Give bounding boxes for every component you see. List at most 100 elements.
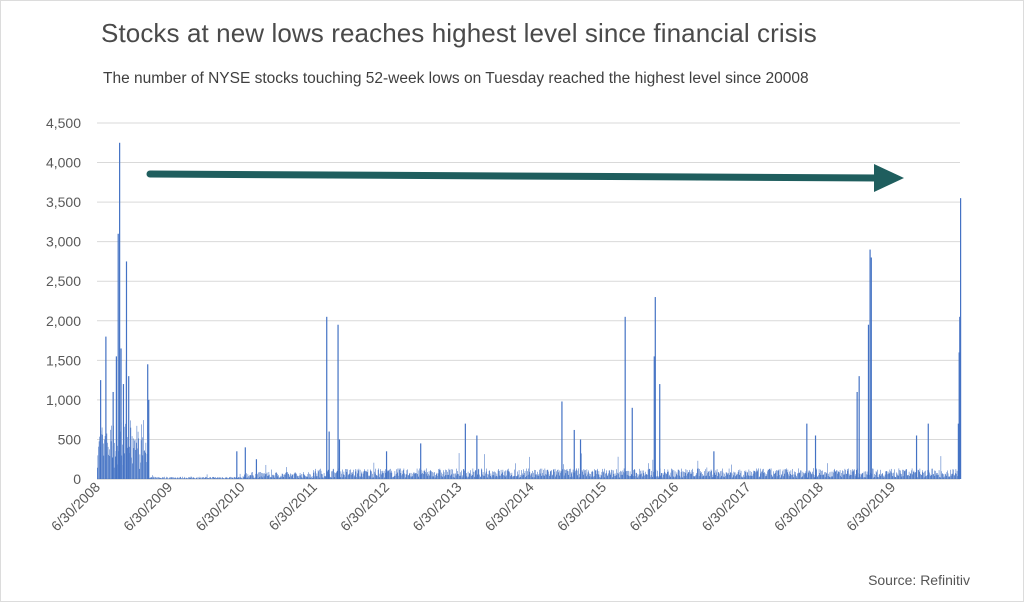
- bar: [266, 472, 268, 479]
- bar: [389, 472, 391, 479]
- bar: [212, 476, 214, 479]
- bar: [919, 471, 920, 479]
- bar: [317, 476, 318, 479]
- bar: [390, 468, 391, 479]
- bar: [406, 470, 408, 479]
- bar: [692, 468, 693, 479]
- bar: [717, 476, 718, 479]
- bar: [192, 478, 193, 479]
- bar: [818, 469, 820, 479]
- bar: [173, 477, 175, 479]
- bar: [474, 476, 475, 479]
- bar: [563, 464, 564, 479]
- bar: [743, 474, 744, 479]
- bar: [697, 468, 698, 479]
- bar: [922, 470, 923, 479]
- bar: [248, 476, 249, 479]
- bar: [157, 478, 158, 479]
- bar: [889, 469, 891, 479]
- bar: [267, 475, 268, 479]
- bar: [454, 473, 456, 479]
- bar: [139, 468, 140, 479]
- bar: [362, 476, 363, 479]
- bar: [529, 456, 530, 479]
- bar: [588, 470, 589, 479]
- bar: [709, 470, 711, 479]
- bar: [291, 476, 292, 479]
- bar: [774, 473, 775, 479]
- bar: [457, 471, 458, 479]
- bar: [252, 471, 253, 479]
- bar: [722, 472, 724, 479]
- bar: [324, 476, 325, 479]
- bar: [773, 473, 775, 479]
- bar: [428, 474, 429, 479]
- bar: [494, 476, 496, 479]
- bar: [341, 473, 342, 479]
- bar: [316, 476, 317, 479]
- bar: [835, 471, 836, 479]
- bar: [571, 473, 572, 479]
- bar: [849, 475, 850, 479]
- bar-spike: [867, 324, 870, 479]
- bar: [542, 472, 543, 479]
- bar: [847, 469, 848, 479]
- bar: [808, 472, 809, 479]
- bar: [805, 471, 807, 479]
- bar: [440, 475, 442, 479]
- bar: [382, 472, 384, 479]
- bar: [899, 473, 901, 479]
- bar: [127, 447, 129, 479]
- y-tick-label: 2,500: [46, 273, 81, 289]
- bar: [239, 473, 241, 479]
- bar: [358, 470, 359, 479]
- bar: [785, 469, 786, 479]
- bar: [900, 470, 901, 479]
- bar: [885, 471, 886, 479]
- bar: [909, 475, 910, 479]
- bar: [248, 477, 250, 479]
- bar: [593, 476, 594, 479]
- bar-series: [97, 142, 962, 479]
- bar: [232, 477, 234, 479]
- bar-spike: [244, 447, 246, 479]
- bar: [266, 473, 267, 479]
- bar: [662, 473, 664, 479]
- bar: [287, 472, 288, 479]
- bar: [791, 474, 793, 479]
- bar: [839, 472, 840, 479]
- bar: [551, 470, 552, 479]
- bar: [114, 442, 115, 479]
- bar: [344, 474, 345, 479]
- bar: [859, 474, 861, 479]
- bar: [808, 470, 810, 479]
- bar: [893, 472, 894, 479]
- bar: [238, 477, 239, 479]
- bar: [675, 476, 676, 479]
- bar: [614, 475, 615, 479]
- bar: [946, 475, 947, 479]
- bar: [813, 468, 814, 479]
- bar: [685, 472, 686, 479]
- bar: [196, 477, 198, 479]
- bar: [149, 477, 150, 479]
- bar: [288, 474, 289, 479]
- bar: [847, 470, 849, 479]
- bar: [908, 471, 910, 479]
- bar: [759, 476, 760, 479]
- bar: [722, 468, 723, 479]
- bar: [385, 469, 386, 479]
- bar: [920, 473, 921, 479]
- bar: [478, 468, 479, 479]
- bar: [763, 473, 765, 479]
- bar: [734, 472, 735, 479]
- bar: [866, 471, 868, 479]
- bar: [470, 474, 472, 479]
- bar: [535, 470, 536, 479]
- bar: [623, 468, 625, 479]
- bar: [639, 468, 640, 479]
- bar: [527, 474, 529, 479]
- bar: [746, 475, 747, 479]
- bar: [776, 470, 777, 479]
